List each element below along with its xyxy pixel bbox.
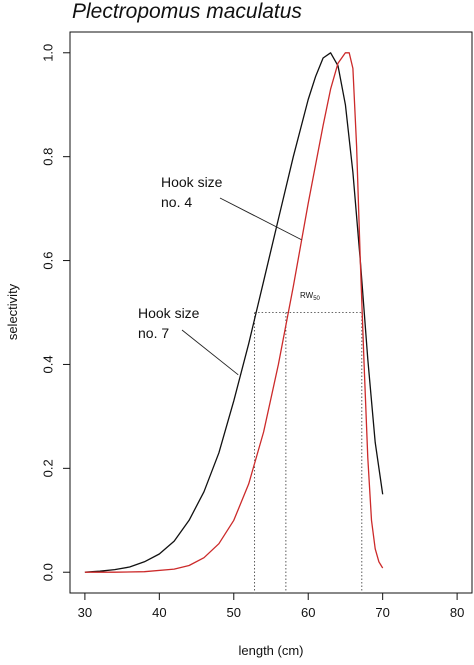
x-tick-label: 80 (450, 605, 464, 620)
x-tick-label: 70 (375, 605, 389, 620)
rw50-label: RW50 (300, 291, 321, 302)
hook-size-7-leader-line (181, 329, 239, 376)
x-tick-label: 30 (78, 605, 92, 620)
y-tick-label: 0.6 (41, 252, 56, 270)
y-tick-label: 0.8 (41, 148, 56, 166)
y-axis-label: selectivity (5, 283, 20, 340)
x-axis-label: length (cm) (238, 643, 303, 658)
chart-title: Plectropomus maculatus (72, 0, 302, 23)
annotation-hook-size-4-line1: Hook size (161, 174, 223, 190)
y-tick-label: 0.4 (41, 355, 56, 373)
annotation-hook-size-7-line1: Hook size (138, 305, 200, 321)
y-tick-label: 0.2 (41, 459, 56, 477)
annotation-hook-size-4-line2: no. 4 (161, 194, 192, 210)
series-line-2 (84, 52, 384, 573)
hook-size-4-leader-line (219, 197, 302, 241)
annotation-hook-size-7-line2: no. 7 (138, 325, 169, 341)
x-tick-label: 40 (152, 605, 166, 620)
y-tick-label: 0.0 (41, 563, 56, 581)
x-tick-label: 60 (301, 605, 315, 620)
series-line-1 (84, 52, 384, 573)
y-tick-label: 1.0 (41, 44, 56, 62)
plot-frame (69, 31, 473, 594)
x-tick-label: 50 (227, 605, 241, 620)
